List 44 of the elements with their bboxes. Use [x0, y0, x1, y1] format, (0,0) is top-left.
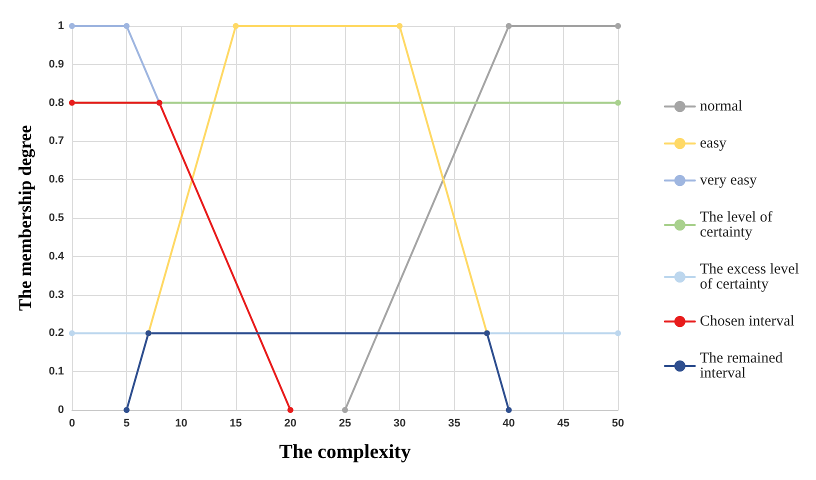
x-axis-title: The complexity — [279, 441, 411, 463]
legend-label: normal — [700, 98, 742, 114]
x-tick-label: 40 — [502, 418, 515, 430]
point — [124, 23, 130, 29]
y-tick-label: 0.9 — [48, 58, 64, 70]
x-tick-label: 35 — [448, 418, 460, 430]
y-tick-label: 0 — [58, 404, 64, 416]
y-tick-label: 0.1 — [48, 366, 64, 378]
x-tick-label: 50 — [612, 418, 624, 430]
legend-label: The excess level of certainty — [700, 262, 800, 292]
y-tick-label: 0.3 — [48, 288, 64, 301]
y-tick-label: 0.2 — [48, 327, 64, 340]
point — [232, 23, 239, 29]
legend-label: Chosen interval — [700, 314, 794, 330]
point — [615, 330, 621, 336]
point — [506, 23, 512, 29]
point — [69, 23, 75, 29]
x-tick-label: 5 — [124, 418, 130, 430]
point — [615, 100, 621, 106]
point — [342, 407, 348, 413]
point — [506, 407, 512, 413]
x-tick-label: 10 — [175, 418, 188, 430]
y-tick-label: 0.7 — [48, 135, 64, 148]
legend-label: The remained interval — [700, 350, 784, 382]
x-tick-label: 0 — [68, 418, 76, 430]
x-tick-label: 20 — [284, 418, 297, 430]
y-tick-label: 1 — [58, 20, 64, 32]
point — [69, 330, 75, 336]
y-tick-label: 0.8 — [48, 96, 64, 109]
y-tick-label: 0.6 — [48, 174, 64, 186]
point — [124, 407, 130, 413]
x-tick-label: 15 — [230, 418, 242, 430]
point — [615, 23, 621, 29]
legend-label: easy — [700, 136, 728, 152]
x-tick-label: 45 — [557, 418, 570, 430]
legend-label: The level of certainty — [700, 210, 772, 240]
point — [396, 23, 403, 29]
legend-label: very easy — [700, 172, 758, 188]
y-axis-title: The membership degree — [15, 125, 35, 311]
x-tick-label: 25 — [338, 418, 352, 430]
point — [287, 407, 294, 413]
x-tick-label: 30 — [393, 418, 406, 430]
y-tick-label: 0.5 — [48, 212, 64, 224]
y-tick-label: 0.4 — [48, 250, 65, 262]
